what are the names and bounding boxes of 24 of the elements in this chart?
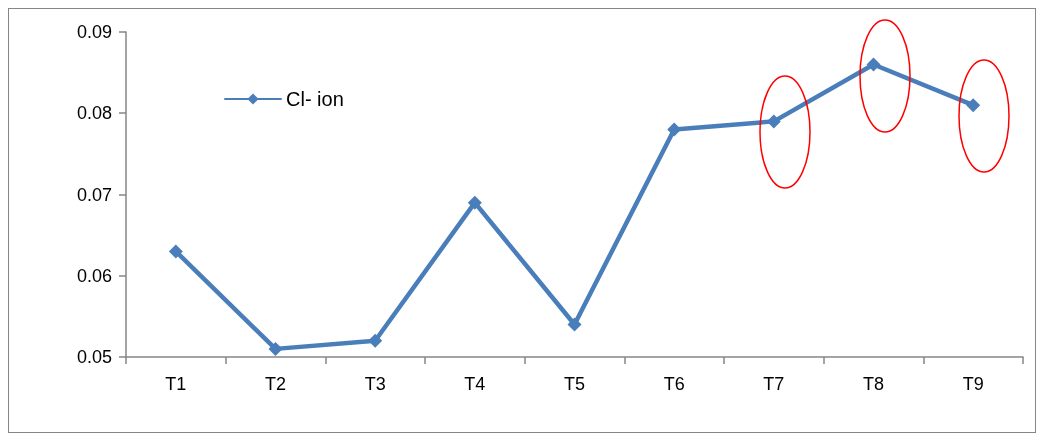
point [567, 317, 582, 332]
y-tick-label: 0.09 [76, 22, 112, 42]
x-tick-label: T5 [563, 374, 586, 394]
legend-label: Cl- ion [286, 88, 344, 110]
point [368, 333, 383, 348]
y-tick-label: 0.07 [76, 184, 112, 205]
x-tick-label: T2 [264, 374, 287, 394]
x-tick-label: T6 [663, 374, 685, 394]
y-tick-label: 0.06 [76, 265, 112, 286]
x-tick-label: T4 [464, 374, 486, 394]
x-tick-label: T7 [763, 374, 785, 394]
x-tick-label: T9 [962, 374, 984, 394]
x-tick-label: T1 [165, 374, 187, 394]
point [467, 195, 482, 210]
point [966, 98, 981, 113]
point [766, 114, 781, 129]
point [667, 122, 682, 137]
y-tick-label: 0.05 [76, 347, 112, 367]
point [268, 341, 283, 356]
y-tick-label: 0.08 [76, 103, 112, 124]
point [866, 57, 881, 72]
x-tick-label: T3 [364, 374, 386, 394]
point [168, 244, 183, 259]
x-tick-label: T8 [862, 374, 885, 394]
